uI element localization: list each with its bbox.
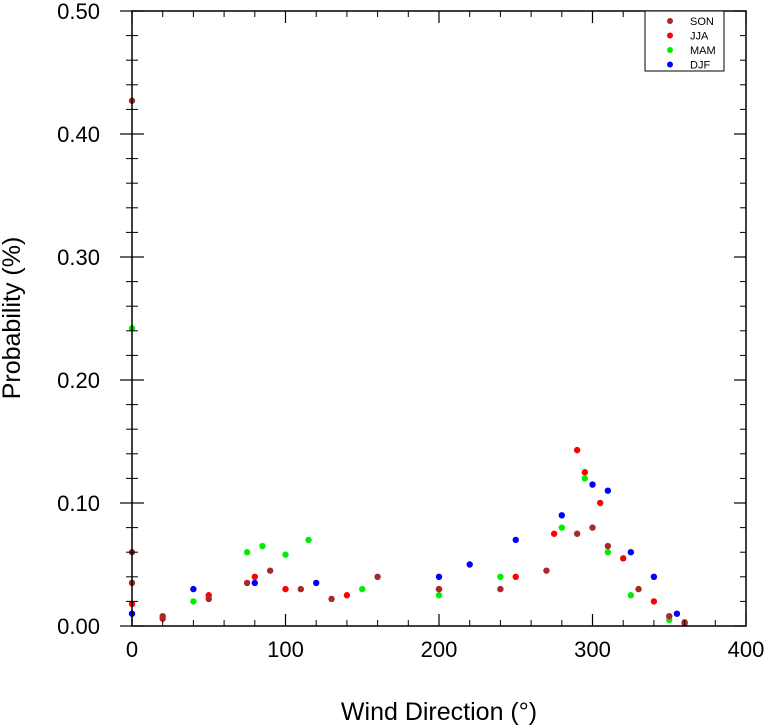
data-point-son-16 [635,585,642,593]
data-point-son-7 [297,585,305,593]
data-point-jja-12 [620,555,627,562]
data-point-djf-5 [466,561,473,568]
y-tick-label: 0.20 [57,368,100,393]
data-point-son-13 [573,530,581,537]
data-point-son-8 [328,595,335,603]
data-point-mam-6 [359,585,366,593]
y-tick-label: 0.10 [57,491,100,516]
legend-label-djf: DJF [690,60,710,72]
legend: SON JJA MAM DJF [644,10,725,72]
axis-ticks [120,10,747,627]
data-point-mam-10 [581,475,589,482]
x-axis-title: Wind Direction (°) [341,698,537,726]
y-tick-label: 0.00 [57,614,100,639]
data-point-djf-12 [673,610,681,617]
data-point-djf-10 [627,549,635,556]
data-point-djf-4 [435,573,443,580]
data-point-djf-11 [650,573,658,580]
data-point-son-14 [589,524,596,531]
legend-marker-son [667,18,673,24]
data-point-mam-11 [604,549,612,556]
data-point-djf-6 [512,536,519,544]
legend-marker-jja [667,32,673,39]
data-point-mam-8 [497,573,504,580]
y-axis-title: Probability (%) [0,237,26,400]
legend-label-jja: JJA [690,31,709,43]
data-point-mam-3 [259,542,266,550]
data-point-son-10 [435,585,443,593]
data-point-son-17 [666,612,673,620]
data-point-djf-7 [558,512,565,519]
data-point-jja-11 [596,499,604,507]
data-point-jja-8 [550,530,558,537]
data-point-mam-1 [190,598,197,605]
data-point-mam-4 [282,551,289,558]
legend-label-son: SON [690,16,714,28]
plot-frame [131,10,747,627]
legend-marker-djf [667,61,673,68]
data-point-son-12 [543,567,550,574]
data-point-mam-7 [435,592,443,599]
legend-marker-mam [667,47,673,53]
data-points [128,97,688,627]
data-point-jja-10 [581,469,589,476]
x-tick-label: 0 [126,637,138,662]
data-point-djf-1 [190,585,197,593]
legend-label-mam: MAM [690,45,716,57]
data-point-mam-12 [627,592,635,599]
data-point-djf-2 [251,579,258,587]
x-tick-label: 400 [728,637,765,662]
x-tick-label: 200 [421,637,458,662]
data-point-djf-8 [589,481,596,488]
data-point-mam-5 [305,536,312,544]
x-tick-label: 300 [574,637,611,662]
data-point-son-15 [604,542,612,550]
data-point-mam-9 [558,524,565,531]
data-point-jja-7 [512,573,519,580]
tick-labels: 0 100 200 300 400 0.00 0.10 0.20 0.30 0.40 0.50 [57,0,764,662]
data-point-djf-9 [604,487,612,494]
data-point-djf-3 [313,579,320,587]
data-point-son-9 [374,573,381,580]
data-point-jja-4 [282,585,289,593]
x-tick-label: 100 [267,637,304,662]
data-point-son-4 [205,595,212,603]
data-point-mam-2 [243,549,251,556]
data-point-jja-9 [573,446,581,454]
data-point-jja-5 [343,592,351,599]
data-point-son-11 [497,585,504,593]
legend-box [644,10,725,72]
y-tick-label: 0.40 [57,122,100,147]
y-tick-label: 0.50 [57,0,100,24]
data-point-jja-13 [650,598,658,605]
data-point-son-3 [159,612,166,620]
data-point-son-6 [266,567,274,574]
y-tick-label: 0.30 [57,245,100,270]
data-point-son-5 [243,579,251,587]
data-point-jja-3 [251,573,258,580]
